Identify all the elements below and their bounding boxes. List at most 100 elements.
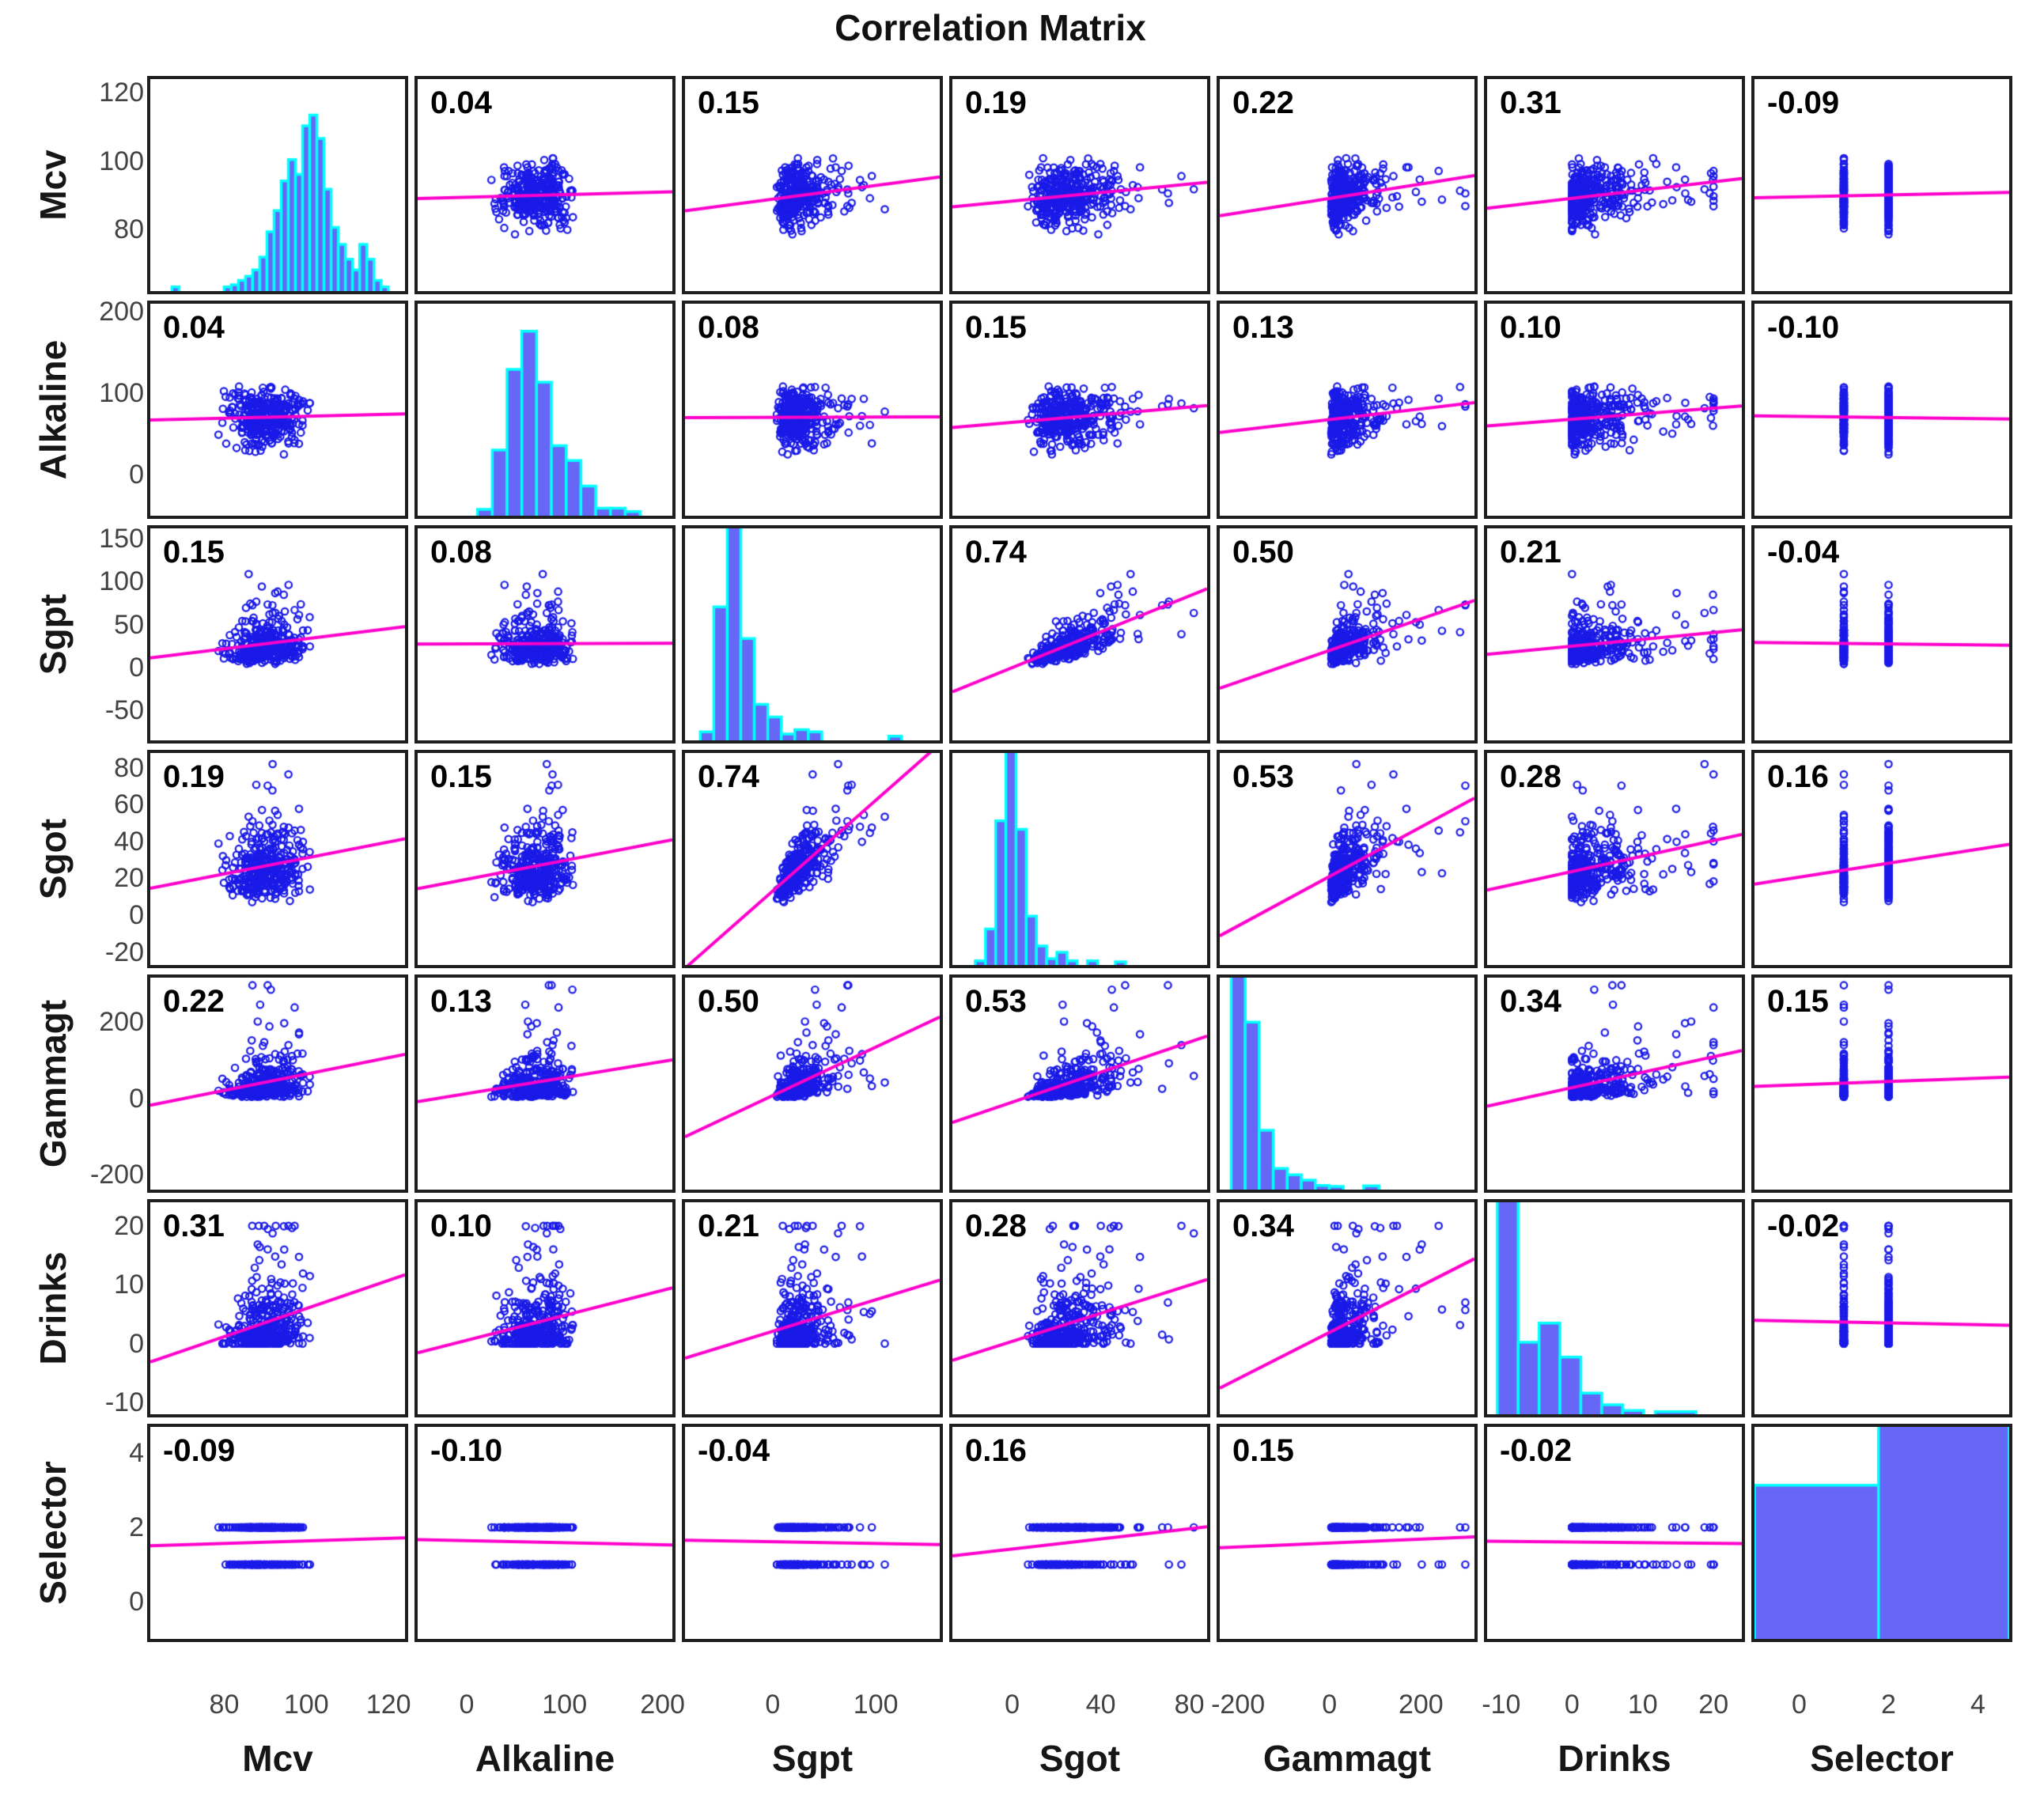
- x-tick-label-Sgpt-0: 0: [765, 1690, 781, 1720]
- cell-scatter-Alkaline-vs-Sgot: 0.15: [949, 301, 1210, 519]
- histogram-canvas-Selector: [1754, 1427, 2009, 1639]
- y-tick-label-Sgot-80: 80: [114, 752, 144, 783]
- scatter-canvas-Selector-vs-Mcv: [150, 1427, 405, 1639]
- scatter-canvas-Mcv-vs-Alkaline: [418, 79, 672, 291]
- cell-scatter-Sgot-vs-Selector: 0.16: [1751, 750, 2012, 968]
- scatter-canvas-Drinks-vs-Alkaline: [418, 1202, 672, 1414]
- y-tick-label-Sgot-40: 40: [114, 826, 144, 857]
- corr-value-Selector-vs-Alkaline: -0.10: [430, 1433, 503, 1468]
- scatter-canvas-Alkaline-vs-Drinks: [1487, 304, 1742, 516]
- col-label-Sgot: Sgot: [1039, 1738, 1121, 1779]
- col-label-Selector: Selector: [1810, 1738, 1954, 1779]
- y-tick-label-Gammagt-0: 0: [129, 1083, 144, 1114]
- cell-scatter-Mcv-vs-Selector: -0.09: [1751, 76, 2012, 294]
- corr-value-Sgpt-vs-Gammagt: 0.50: [1232, 535, 1294, 570]
- y-tick-label-Sgot--20: -20: [104, 937, 144, 967]
- row-label-Sgot: Sgot: [32, 818, 74, 900]
- corr-value-Sgpt-vs-Mcv: 0.15: [163, 535, 225, 570]
- row-label-Alkaline: Alkaline: [32, 339, 74, 480]
- cell-scatter-Alkaline-vs-Selector: -0.10: [1751, 301, 2012, 519]
- cell-scatter-Alkaline-vs-Mcv: 0.04: [147, 301, 408, 519]
- corr-value-Alkaline-vs-Mcv: 0.04: [163, 310, 225, 345]
- x-tick-label-Drinks--10: -10: [1482, 1690, 1521, 1720]
- cell-scatter-Gammagt-vs-Alkaline: 0.13: [414, 974, 676, 1193]
- cell-scatter-Drinks-vs-Sgot: 0.28: [949, 1199, 1210, 1417]
- y-tick-label-Alkaline-0: 0: [129, 460, 144, 490]
- x-tick-label-Drinks-20: 20: [1698, 1690, 1729, 1720]
- corr-value-Drinks-vs-Alkaline: 0.10: [430, 1209, 492, 1243]
- cell-scatter-Sgpt-vs-Gammagt: 0.50: [1217, 525, 1478, 744]
- y-tick-label-Sgot-20: 20: [114, 863, 144, 894]
- corr-value-Selector-vs-Sgot: 0.16: [965, 1433, 1027, 1468]
- row-label-Mcv: Mcv: [32, 149, 74, 221]
- row-label-Sgpt: Sgpt: [32, 593, 74, 675]
- cell-hist-Gammagt: [1217, 974, 1478, 1193]
- scatter-canvas-Mcv-vs-Selector: [1754, 79, 2009, 291]
- cell-scatter-Alkaline-vs-Sgpt: 0.08: [682, 301, 943, 519]
- cell-scatter-Selector-vs-Sgot: 0.16: [949, 1424, 1210, 1642]
- scatter-canvas-Mcv-vs-Sgpt: [685, 79, 940, 291]
- corr-value-Mcv-vs-Sgot: 0.19: [965, 85, 1027, 120]
- x-tick-label-Alkaline-0: 0: [459, 1690, 475, 1720]
- corr-value-Gammagt-vs-Drinks: 0.34: [1500, 984, 1561, 1019]
- scatter-canvas-Sgot-vs-Gammagt: [1220, 753, 1474, 965]
- scatter-canvas-Alkaline-vs-Sgpt: [685, 304, 940, 516]
- y-tick-label-Sgpt-50: 50: [114, 609, 144, 640]
- histogram-canvas-Mcv: [150, 79, 405, 291]
- cell-scatter-Sgpt-vs-Sgot: 0.74: [949, 525, 1210, 744]
- cell-scatter-Selector-vs-Sgpt: -0.04: [682, 1424, 943, 1642]
- scatter-canvas-Sgpt-vs-Mcv: [150, 528, 405, 740]
- cell-scatter-Sgpt-vs-Selector: -0.04: [1751, 525, 2012, 744]
- cell-scatter-Sgot-vs-Mcv: 0.19: [147, 750, 408, 968]
- x-tick-label-Sgot-80: 80: [1174, 1690, 1205, 1720]
- corr-value-Drinks-vs-Sgot: 0.28: [965, 1209, 1027, 1243]
- cell-scatter-Drinks-vs-Gammagt: 0.34: [1217, 1199, 1478, 1417]
- cell-hist-Sgot: [949, 750, 1210, 968]
- y-tick-label-Alkaline-100: 100: [99, 378, 144, 409]
- corr-value-Sgpt-vs-Drinks: 0.21: [1500, 535, 1561, 570]
- scatter-canvas-Drinks-vs-Mcv: [150, 1202, 405, 1414]
- scatter-canvas-Mcv-vs-Drinks: [1487, 79, 1742, 291]
- scatter-canvas-Gammagt-vs-Mcv: [150, 978, 405, 1190]
- corr-value-Sgpt-vs-Selector: -0.04: [1767, 535, 1840, 570]
- histogram-canvas-Alkaline: [418, 304, 672, 516]
- histogram-canvas-Sgot: [952, 753, 1207, 965]
- x-tick-label-Selector-0: 0: [1792, 1690, 1807, 1720]
- x-tick-label-Mcv-120: 120: [365, 1690, 411, 1720]
- cell-scatter-Selector-vs-Gammagt: 0.15: [1217, 1424, 1478, 1642]
- cell-hist-Mcv: [147, 76, 408, 294]
- x-tick-label-Gammagt-200: 200: [1398, 1690, 1444, 1720]
- cell-scatter-Sgpt-vs-Mcv: 0.15: [147, 525, 408, 744]
- corr-value-Mcv-vs-Drinks: 0.31: [1500, 85, 1561, 120]
- scatter-canvas-Gammagt-vs-Drinks: [1487, 978, 1742, 1190]
- y-tick-label-Mcv-80: 80: [114, 214, 144, 245]
- corr-value-Gammagt-vs-Sgpt: 0.50: [698, 984, 759, 1019]
- scatter-canvas-Gammagt-vs-Sgot: [952, 978, 1207, 1190]
- col-label-Drinks: Drinks: [1558, 1738, 1671, 1779]
- cell-scatter-Sgpt-vs-Drinks: 0.21: [1484, 525, 1745, 744]
- cell-scatter-Sgpt-vs-Alkaline: 0.08: [414, 525, 676, 744]
- cell-scatter-Mcv-vs-Sgpt: 0.15: [682, 76, 943, 294]
- scatter-canvas-Gammagt-vs-Alkaline: [418, 978, 672, 1190]
- cell-scatter-Selector-vs-Mcv: -0.09: [147, 1424, 408, 1642]
- figure-title: Correlation Matrix: [835, 7, 1146, 48]
- cell-scatter-Alkaline-vs-Drinks: 0.10: [1484, 301, 1745, 519]
- col-label-Mcv: Mcv: [242, 1738, 313, 1779]
- cell-scatter-Gammagt-vs-Selector: 0.15: [1751, 974, 2012, 1193]
- corr-value-Alkaline-vs-Drinks: 0.10: [1500, 310, 1561, 345]
- cell-hist-Drinks: [1484, 1199, 1745, 1417]
- scatter-canvas-Alkaline-vs-Sgot: [952, 304, 1207, 516]
- cell-scatter-Sgot-vs-Drinks: 0.28: [1484, 750, 1745, 968]
- scatter-canvas-Sgot-vs-Alkaline: [418, 753, 672, 965]
- cell-scatter-Drinks-vs-Mcv: 0.31: [147, 1199, 408, 1417]
- corr-value-Drinks-vs-Gammagt: 0.34: [1232, 1209, 1294, 1243]
- cell-scatter-Sgot-vs-Gammagt: 0.53: [1217, 750, 1478, 968]
- x-tick-label-Selector-2: 2: [1881, 1690, 1896, 1720]
- cell-scatter-Selector-vs-Drinks: -0.02: [1484, 1424, 1745, 1642]
- corr-value-Gammagt-vs-Selector: 0.15: [1767, 984, 1829, 1019]
- corr-value-Alkaline-vs-Gammagt: 0.13: [1232, 310, 1294, 345]
- scatter-canvas-Sgpt-vs-Sgot: [952, 528, 1207, 740]
- x-tick-label-Mcv-100: 100: [283, 1690, 329, 1720]
- corr-value-Gammagt-vs-Mcv: 0.22: [163, 984, 225, 1019]
